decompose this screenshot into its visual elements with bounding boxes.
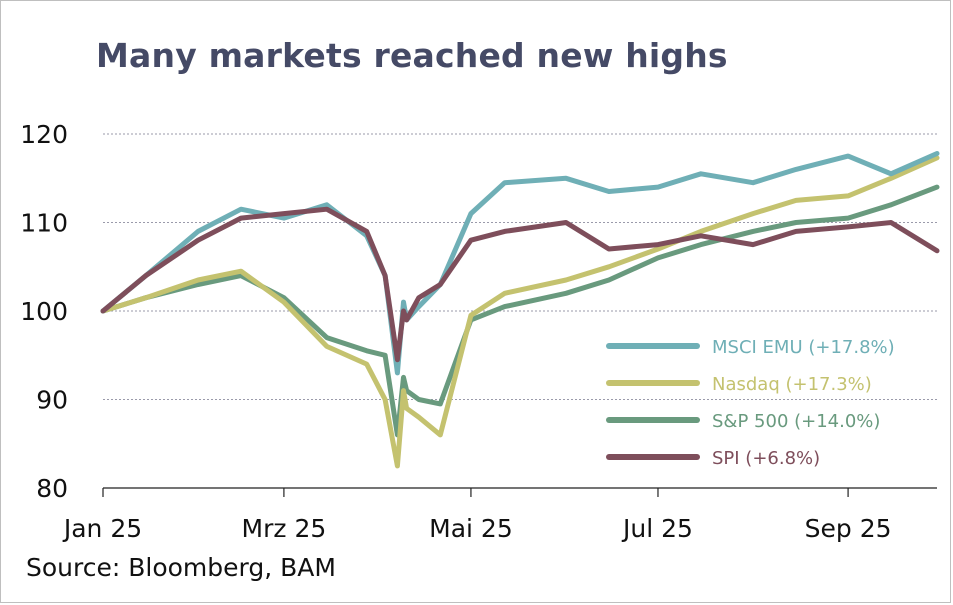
legend-label: SPI (+6.8%) [712, 448, 820, 469]
legend-label: S&P 500 (+14.0%) [712, 411, 880, 432]
legend: MSCI EMU (+17.8%) Nasdaq (+17.3%) S&P 500 … [606, 337, 895, 469]
x-tick-label: Mai 25 [429, 514, 513, 543]
legend-label: Nasdaq (+17.3%) [712, 374, 872, 395]
grid-lines [103, 133, 937, 400]
y-tick-label: 80 [36, 474, 68, 503]
legend-label: MSCI EMU (+17.8%) [712, 337, 895, 358]
source-note: Source: Bloomberg, BAM [26, 553, 336, 582]
x-axis: Jan 25 Mrz 25 Mai 25 Jul 25 Sep 25 [62, 487, 937, 543]
x-tick-label: Sep 25 [805, 514, 892, 543]
chart-title: Many markets reached new highs [96, 36, 728, 75]
x-tick-label: Jul 25 [621, 514, 693, 543]
y-tick-label: 90 [36, 386, 68, 415]
y-tick-label: 110 [20, 209, 68, 238]
series-line-3 [100, 206, 940, 363]
x-tick-label: Jan 25 [62, 514, 142, 543]
series-lines [100, 151, 940, 469]
y-tick-label: 100 [20, 297, 68, 326]
y-tick-labels: 80 90 100 110 120 [20, 120, 68, 503]
series-line-1 [100, 155, 940, 469]
x-tick-label: Mrz 25 [242, 514, 327, 543]
y-tick-label: 120 [20, 120, 68, 149]
